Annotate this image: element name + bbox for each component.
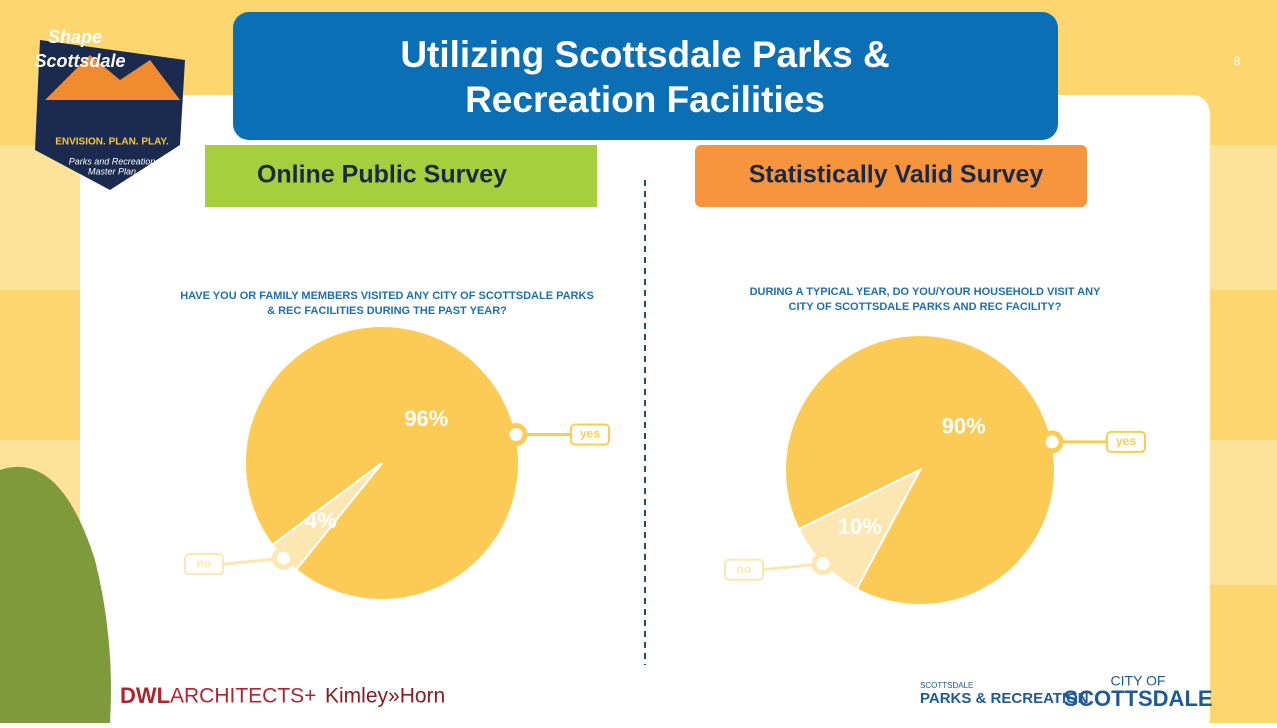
- logo-text: Shape: [48, 27, 102, 47]
- callout-dot: [271, 546, 295, 570]
- section-header: Statistically Valid Survey: [749, 161, 1044, 189]
- decor: [0, 466, 111, 723]
- category-label: yes: [580, 427, 600, 441]
- category-label: no: [197, 556, 212, 570]
- value-label: 10%: [838, 514, 882, 539]
- logo-tagline: ENVISION. PLAN. PLAY.: [55, 137, 169, 148]
- logo-sub: Master Plan: [88, 166, 136, 176]
- value-label: 90%: [942, 414, 986, 439]
- callout-box: [724, 558, 764, 581]
- page-number: 8: [1234, 54, 1241, 68]
- callout-dot: [1040, 430, 1064, 454]
- value-label: 4%: [305, 508, 337, 533]
- header-box: [695, 145, 1087, 207]
- logo-text: Scottsdale: [34, 51, 125, 71]
- footer-logo: SCOTTSDALE: [1063, 686, 1212, 711]
- callout-box: [570, 423, 610, 446]
- footer-logo: CITY OF: [1111, 673, 1166, 689]
- callout-dot: [811, 552, 835, 576]
- category-label: yes: [1116, 434, 1136, 448]
- callout-box: [184, 553, 224, 576]
- callout-dot: [504, 423, 528, 447]
- footer-logo: DWL: [120, 683, 170, 708]
- title: Recreation Facilities: [465, 79, 825, 120]
- question: HAVE YOU OR FAMILY MEMBERS VISITED ANY C…: [180, 290, 594, 302]
- title: Utilizing Scottsdale Parks &: [400, 34, 889, 75]
- footer-logo: ARCHITECTS+: [170, 685, 316, 708]
- section-header: Online Public Survey: [257, 161, 507, 189]
- header-box: [205, 145, 597, 207]
- question: DURING A TYPICAL YEAR, DO YOU/YOUR HOUSE…: [750, 286, 1101, 298]
- footer-logo: Kimley»Horn: [325, 685, 445, 708]
- footer-logo: PARKS & RECREATION: [920, 690, 1089, 707]
- logo: Shape Scottsdale ENVISION. PLAN. PLAY. P…: [34, 27, 185, 190]
- question: & REC FACILITIES DURING THE PAST YEAR?: [267, 305, 507, 317]
- title-box: [233, 12, 1058, 140]
- logo-sub: Parks and Recreation: [69, 156, 156, 166]
- footer-logo: SCOTTSDALE: [920, 681, 973, 690]
- category-label: no: [737, 562, 752, 576]
- value-label: 96%: [404, 406, 448, 431]
- logo-mountain: [45, 55, 180, 100]
- callout-box: [1106, 430, 1146, 453]
- question: CITY OF SCOTTSDALE PARKS AND REC FACILIT…: [789, 301, 1062, 313]
